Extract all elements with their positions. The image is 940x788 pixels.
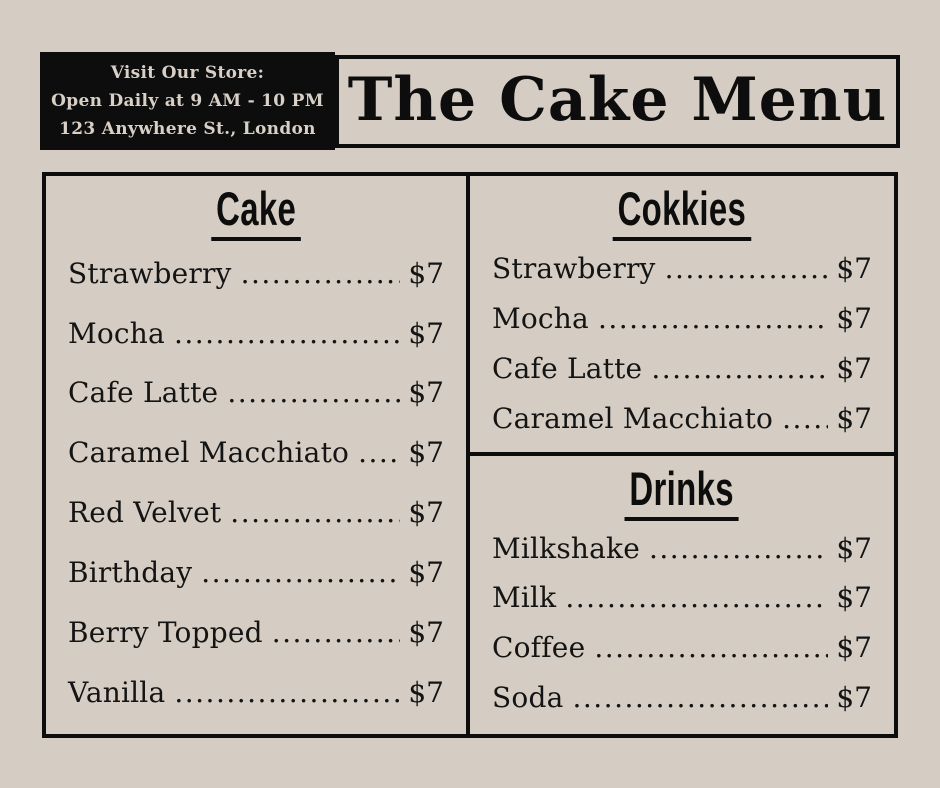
section-drinks-title: Drinks: [624, 464, 740, 522]
section-drinks-heading: Drinks: [492, 464, 872, 522]
section-cokkies-items: Strawberry .............................…: [492, 243, 872, 444]
dot-leader: ........................................…: [227, 376, 401, 410]
dot-leader: ........................................…: [271, 615, 401, 649]
dot-leader: ........................................…: [664, 251, 829, 285]
menu-item: Red Velvet .............................…: [68, 496, 444, 529]
menu-item-name: Red Velvet: [68, 496, 222, 530]
menu-item-name: Mocha: [492, 302, 589, 336]
section-cake-heading: Cake: [68, 184, 444, 242]
menu-right-column: Cokkies Strawberry .....................…: [470, 176, 894, 734]
dot-leader: ........................................…: [597, 302, 828, 336]
menu-item-price: $7: [836, 531, 872, 565]
menu-item: Strawberry .............................…: [492, 252, 872, 285]
menu-item-name: Milkshake: [492, 531, 640, 565]
store-info-panel: Visit Our Store: Open Daily at 9 AM - 10…: [40, 52, 335, 150]
menu-item: Caramel Macchiato ......................…: [68, 436, 444, 469]
menu-item-price: $7: [836, 402, 872, 436]
dot-leader: ........................................…: [201, 555, 400, 589]
section-cokkies-title: Cokkies: [612, 184, 752, 242]
dot-leader: ........................................…: [565, 581, 829, 615]
menu-item: Strawberry .............................…: [68, 257, 444, 290]
menu-item-price: $7: [408, 675, 444, 709]
menu-item-price: $7: [408, 316, 444, 350]
dot-leader: ........................................…: [358, 436, 400, 470]
menu-item-price: $7: [836, 302, 872, 336]
menu-item: Cafe Latte .............................…: [492, 352, 872, 385]
menu-item-name: Soda: [492, 680, 564, 714]
menu-item-name: Mocha: [68, 316, 165, 350]
menu-item-name: Cafe Latte: [492, 352, 643, 386]
menu-item-name: Caramel Macchiato: [492, 402, 774, 436]
menu-item-price: $7: [836, 680, 872, 714]
section-cokkies-heading: Cokkies: [492, 184, 872, 242]
menu-item-price: $7: [408, 256, 444, 290]
section-cake-title: Cake: [211, 184, 301, 242]
section-cake: Cake Strawberry ........................…: [46, 176, 470, 734]
menu-item-name: Strawberry: [492, 251, 656, 285]
menu-item-name: Berry Topped: [68, 615, 263, 649]
menu-item: Milkshake ..............................…: [492, 532, 872, 565]
menu-item: Milk ...................................…: [492, 581, 872, 614]
menu-item-price: $7: [408, 555, 444, 589]
menu-item-price: $7: [408, 436, 444, 470]
section-cake-items: Strawberry .............................…: [68, 243, 444, 722]
dot-leader: ........................................…: [782, 402, 828, 436]
dot-leader: ........................................…: [240, 256, 401, 290]
dot-leader: ........................................…: [230, 496, 401, 530]
dot-leader: ........................................…: [594, 630, 828, 664]
dot-leader: ........................................…: [572, 680, 828, 714]
menu-item-name: Coffee: [492, 630, 586, 664]
section-drinks: Drinks Milkshake .......................…: [470, 456, 894, 734]
menu-item: Mocha ..................................…: [492, 302, 872, 335]
dot-leader: ........................................…: [174, 675, 400, 709]
menu-item-name: Vanilla: [68, 675, 166, 709]
store-info-line-hours: Open Daily at 9 AM - 10 PM: [51, 91, 324, 111]
menu-item: Coffee .................................…: [492, 631, 872, 664]
menu-item-name: Cafe Latte: [68, 376, 219, 410]
menu-item: Soda ...................................…: [492, 681, 872, 714]
menu-item-name: Caramel Macchiato: [68, 436, 350, 470]
menu-item-price: $7: [836, 581, 872, 615]
dot-leader: ........................................…: [651, 352, 829, 386]
menu-board: Cake Strawberry ........................…: [42, 172, 898, 738]
menu-item-price: $7: [836, 352, 872, 386]
menu-item-price: $7: [836, 251, 872, 285]
menu-item-name: Strawberry: [68, 256, 232, 290]
menu-item-price: $7: [836, 630, 872, 664]
section-cokkies: Cokkies Strawberry .....................…: [470, 176, 894, 456]
menu-item-price: $7: [408, 376, 444, 410]
menu-item-price: $7: [408, 496, 444, 530]
menu-item: Birthday ...............................…: [68, 556, 444, 589]
section-drinks-items: Milkshake ..............................…: [492, 523, 872, 722]
menu-item-price: $7: [408, 615, 444, 649]
menu-item: Vanilla ................................…: [68, 676, 444, 709]
menu-title-box: The Cake Menu: [335, 55, 900, 148]
dot-leader: ........................................…: [648, 531, 828, 565]
store-info-line-visit: Visit Our Store:: [110, 63, 265, 83]
menu-item: Caramel Macchiato ......................…: [492, 402, 872, 435]
store-info-line-address: 123 Anywhere St., London: [59, 119, 316, 139]
menu-item-name: Birthday: [68, 555, 193, 589]
menu-item-name: Milk: [492, 581, 557, 615]
menu-item: Berry Topped ...........................…: [68, 616, 444, 649]
menu-title: The Cake Menu: [347, 64, 888, 135]
menu-item: Mocha ..................................…: [68, 317, 444, 350]
menu-item: Cafe Latte .............................…: [68, 376, 444, 409]
dot-leader: ........................................…: [173, 316, 400, 350]
